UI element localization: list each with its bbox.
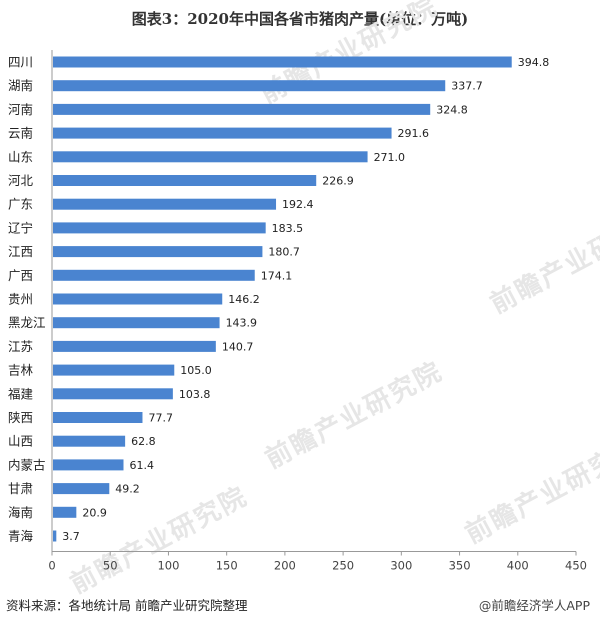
data-label: 77.7 [148,412,173,425]
data-label: 3.7 [62,530,79,543]
x-tick-label: 200 [274,559,296,573]
category-label: 海南 [8,505,33,520]
data-label: 183.5 [272,222,304,235]
bar [53,269,255,281]
data-label: 61.4 [129,459,154,472]
bar [53,56,512,68]
attribution: @前瞻经济学人APP [478,598,590,613]
category-label: 河北 [8,173,34,188]
category-label: 青海 [8,529,34,544]
bar [53,222,266,234]
x-tick-label: 100 [157,559,179,573]
data-label: 394.8 [518,56,550,69]
category-label: 山西 [8,434,33,449]
category-label: 广东 [8,197,33,212]
data-label: 174.1 [261,269,293,282]
data-label: 271.0 [374,151,406,164]
category-label: 福建 [8,386,34,401]
data-label: 105.0 [180,364,212,377]
x-tick-label: 400 [507,559,529,573]
data-label: 324.8 [436,103,468,116]
bar [53,340,216,352]
category-label: 云南 [8,126,33,141]
bar [53,246,263,258]
bar [53,151,368,163]
category-label: 河南 [8,102,33,117]
source-note: 资料来源：各地统计局 前瞻产业研究院整理 [6,598,248,613]
category-label: 贵州 [8,292,33,307]
bar [53,317,220,329]
category-label: 江西 [8,244,33,259]
category-label: 四川 [8,55,33,70]
x-tick-label: 350 [449,559,471,573]
bar [53,506,77,518]
data-label: 20.9 [82,506,107,519]
bar [53,483,110,495]
category-label: 江苏 [8,339,33,354]
category-label: 山东 [8,149,33,164]
x-tick-label: 450 [565,559,587,573]
category-label: 湖南 [8,78,33,93]
x-tick-label: 300 [390,559,412,573]
bar [53,435,126,447]
bar [53,530,57,542]
bar [53,103,431,115]
category-label: 陕西 [8,410,33,425]
x-tick-label: 150 [216,559,238,573]
bar [53,293,223,305]
bar [53,388,173,400]
bar [53,412,143,423]
category-label: 辽宁 [8,220,33,235]
bar-chart: 四川 394.8 湖南 337.7 河南 324.8 云南 291.6 山东 271.0 河北 226… [8,50,587,573]
bar [53,459,124,471]
data-label: 140.7 [222,340,254,353]
data-label: 337.7 [451,80,483,93]
category-label: 广西 [8,268,33,283]
category-label: 内蒙古 [8,457,46,472]
bar [53,364,175,376]
data-label: 180.7 [268,246,300,259]
data-label: 143.9 [226,317,257,330]
data-label: 146.2 [228,293,259,306]
bar [53,175,317,186]
chart-title: 图表3：2020年中国各省市猪肉产量(单位：万吨) [131,10,469,28]
data-label: 62.8 [131,435,156,448]
category-label: 甘肃 [8,481,33,496]
bar [53,198,277,210]
data-label: 291.6 [398,127,430,140]
data-label: 49.2 [115,483,140,496]
data-label: 103.8 [179,388,211,401]
x-tick-label: 250 [332,559,354,573]
category-label: 黑龙江 [8,315,46,330]
data-label: 192.4 [282,198,314,211]
x-tick-label: 0 [48,559,55,573]
x-tick-label: 50 [103,559,118,573]
data-label: 226.9 [322,175,354,188]
category-label: 吉林 [8,363,34,378]
bar [53,80,446,92]
bar [53,127,392,139]
